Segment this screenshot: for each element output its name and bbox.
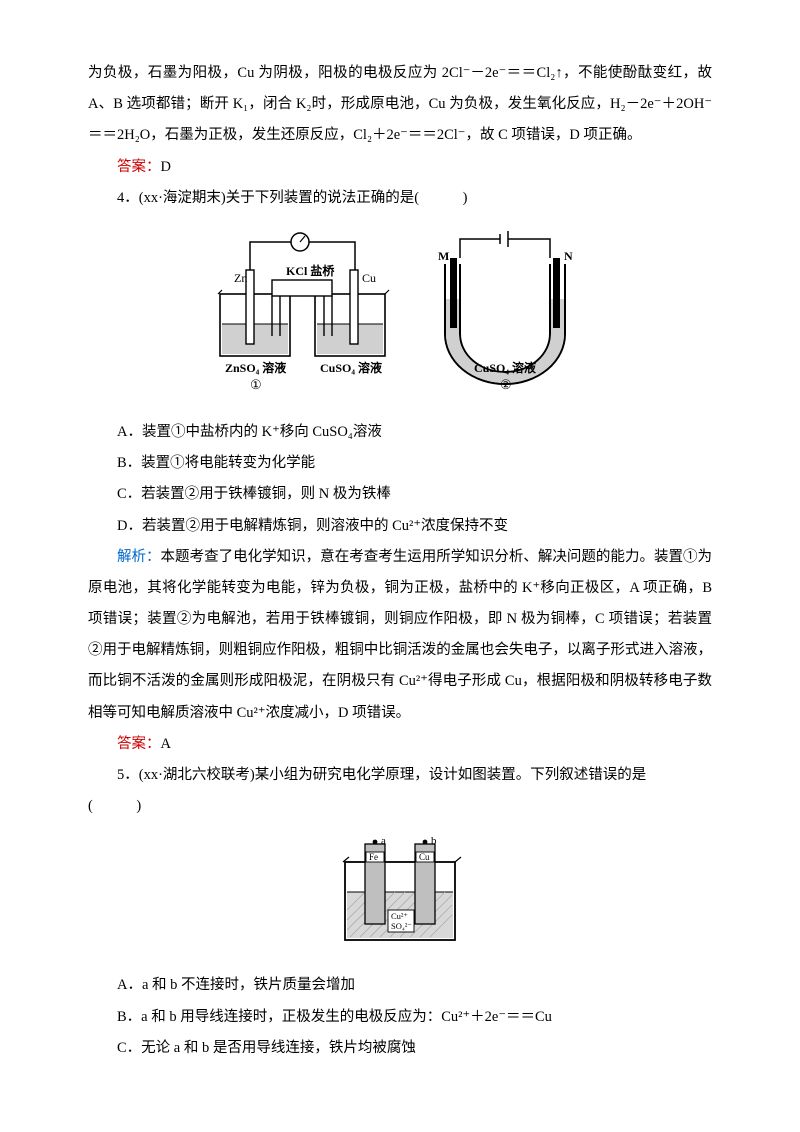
answer-value: D [161,159,171,175]
label-kcl: KCl 盐桥 [286,263,335,278]
answer-label: 答案： [117,736,161,752]
question-4-stem: 4．(xx·海淀期末)关于下列装置的说法正确的是() [88,183,712,214]
label-circle-2: ② [500,377,512,392]
label-m: M [438,249,449,263]
label-znso4: ZnSO₄ 溶液 [225,360,286,375]
option-5c: C．无论 a 和 b 是否用导线连接，铁片均被腐蚀 [88,1033,712,1064]
label-cu2: Cu [419,852,430,862]
paragraph-continuation: 为负极，石墨为阳极，Cu 为阴极，阳极的电极反应为 2Cl⁻－2e⁻＝＝Cl₂↑… [88,58,712,152]
label-fe: Fe [369,852,378,862]
label-n: N [564,249,573,263]
figure-2: Fe Cu a b Cu²⁺ SO₄²⁻ [88,832,712,964]
page-content: 为负极，石墨为阳极，Cu 为阴极，阳极的电极反应为 2Cl⁻－2e⁻＝＝Cl₂↑… [0,0,800,1132]
label-circle-1: ① [250,377,262,392]
q5-paren-close: ) [136,798,141,814]
solution-label: 解析： [117,549,161,565]
answer-label: 答案： [117,159,161,175]
answer-value: A [161,736,171,752]
label-cu: Cu [362,271,376,285]
q4-stem-tail: ) [463,190,468,206]
label-cu-ion: Cu²⁺ [391,911,408,921]
question-5-paren: () [88,791,712,822]
answer-line-2: 答案：A [88,729,712,760]
option-5b: B．a 和 b 用导线连接时，正极发生的电极反应为：Cu²⁺＋2e⁻＝＝Cu [88,1002,712,1033]
q4-stem-text: 4．(xx·海淀期末)关于下列装置的说法正确的是( [117,190,419,206]
figure-1: Zn Cu KCl 盐桥 ZnSO₄ 溶液 CuSO₄ 溶液 ① [88,224,712,411]
question-5-stem: 5．(xx·湖北六校联考)某小组为研究电化学原理，设计如图装置。下列叙述错误的是 [88,760,712,791]
label-cuso4-1: CuSO₄ 溶液 [320,360,382,375]
label-zn: Zn [234,271,247,285]
label-so4-ion: SO₄²⁻ [391,921,412,931]
q5-paren-open: ( [88,798,93,814]
label-cuso4-2: CuSO₄ 溶液 [474,360,536,375]
solution-4: 解析：本题考查了电化学知识，意在考查考生运用所学知识分析、解决问题的能力。装置①… [88,542,712,729]
label-b: b [431,835,437,847]
option-5a: A．a 和 b 不连接时，铁片质量会增加 [88,970,712,1001]
label-a: a [381,835,386,847]
solution-body: 本题考查了电化学知识，意在考查考生运用所学知识分析、解决问题的能力。装置①为原电… [88,549,712,721]
option-4a: A．装置①中盐桥内的 K⁺移向 CuSO₄溶液 [88,417,712,448]
option-4b: B．装置①将电能转变为化学能 [88,448,712,479]
option-4c: C．若装置②用于铁棒镀铜，则 N 极为铁棒 [88,479,712,510]
option-4d: D．若装置②用于电解精炼铜，则溶液中的 Cu²⁺浓度保持不变 [88,511,712,542]
answer-line-1: 答案：D [88,152,712,183]
